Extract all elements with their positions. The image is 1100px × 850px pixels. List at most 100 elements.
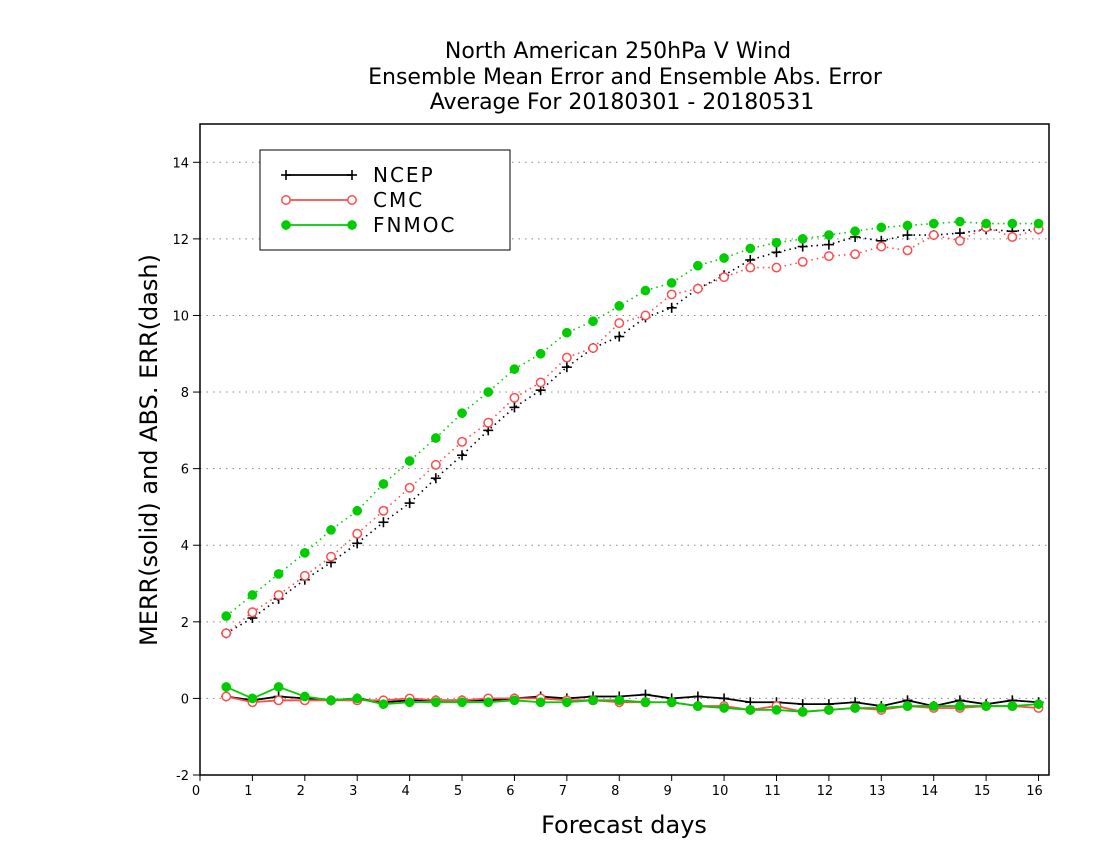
fnmoc-abs-error-point — [535, 348, 546, 359]
x-tick-label: 7 — [559, 784, 567, 799]
fnmoc-abs-error-point — [824, 230, 834, 240]
fnmoc-abs-error-point — [797, 234, 808, 244]
fnmoc-abs-error-point — [955, 216, 965, 227]
ncep-abs-error-point — [666, 302, 677, 313]
fnmoc-abs-error-point — [719, 253, 729, 263]
legend-marker — [347, 170, 357, 180]
fnmoc-mean-error-point — [509, 695, 520, 706]
x-tick-label: 11 — [764, 784, 781, 799]
cmc-abs-error-point — [404, 482, 415, 493]
cmc-abs-error-point — [797, 256, 808, 267]
fnmoc-abs-error-point — [876, 222, 887, 233]
fnmoc-mean-error-point — [902, 701, 913, 711]
fnmoc-mean-error-point — [352, 693, 363, 704]
fnmoc-mean-error-point — [247, 693, 258, 704]
cmc-abs-error-point — [299, 570, 310, 581]
cmc-abs-error-point — [876, 241, 887, 252]
cmc-mean-error-point — [273, 695, 284, 706]
fnmoc-mean-error-point — [404, 697, 415, 708]
fnmoc-abs-error-point — [850, 226, 860, 237]
fnmoc-abs-error-point — [640, 285, 651, 296]
cmc-abs-error-point — [719, 272, 730, 283]
fnmoc-mean-error-point — [299, 691, 310, 702]
ncep-abs-error-point — [430, 473, 441, 484]
cmc-abs-error-point — [326, 551, 336, 562]
legend-item-fnmoc: FNMOC — [281, 213, 454, 237]
fnmoc-mean-error-point — [614, 695, 625, 706]
fnmoc-abs-error-point — [902, 220, 913, 231]
y-tick-label: 4 — [181, 539, 189, 554]
title-line-3: Average For 20180301 - 20180531 — [430, 90, 815, 115]
x-tick-label: 16 — [1026, 784, 1043, 799]
x-tick-label: 3 — [349, 784, 357, 799]
fnmoc-mean-error-point — [955, 701, 965, 711]
fnmoc-abs-error-point — [326, 525, 336, 535]
fnmoc-abs-error-point — [457, 408, 467, 418]
fnmoc-mean-error-point — [430, 697, 441, 708]
legend-item-cmc: CMC — [281, 188, 422, 212]
series-layer — [221, 216, 1044, 717]
legend-marker — [347, 195, 357, 205]
cmc-abs-error-point — [509, 392, 520, 403]
series-cmc — [221, 222, 1044, 717]
fnmoc-abs-error-point — [693, 260, 703, 271]
cmc-abs-error-point — [692, 283, 703, 294]
ncep-abs-error-point — [404, 498, 415, 509]
fnmoc-mean-error-point — [797, 706, 808, 717]
y-tick-label: 0 — [181, 692, 189, 707]
x-tick-label: 13 — [869, 784, 886, 799]
x-tick-label: 14 — [921, 784, 938, 799]
cmc-abs-error-point — [771, 262, 782, 273]
ncep-abs-error-point — [771, 247, 782, 258]
fnmoc-mean-error-point — [693, 701, 703, 711]
cmc-abs-error-point — [247, 607, 258, 618]
title-line-2: Ensemble Mean Error and Ensemble Abs. Er… — [368, 65, 883, 90]
fnmoc-mean-error-point — [719, 703, 729, 713]
fnmoc-mean-error-point — [850, 703, 860, 713]
cmc-abs-error-point — [954, 235, 965, 246]
x-tick-label: 8 — [611, 784, 619, 799]
fnmoc-mean-error-point — [273, 682, 284, 692]
fnmoc-mean-error-point — [824, 705, 834, 715]
x-tick-label: 15 — [974, 784, 991, 799]
fnmoc-abs-error-point — [430, 433, 441, 443]
x-tick-label: 4 — [401, 784, 409, 799]
legend-marker — [281, 195, 291, 205]
ncep-abs-error-point — [378, 517, 389, 528]
cmc-abs-error-point — [850, 249, 861, 260]
fnmoc-mean-error-point — [457, 697, 467, 708]
fnmoc-mean-error-line — [225, 685, 1039, 713]
fnmoc-mean-error-point — [640, 697, 651, 708]
y-tick-label: -2 — [176, 769, 189, 784]
y-tick-label: 14 — [172, 156, 189, 171]
legend-item-ncep: NCEP — [281, 163, 433, 187]
series-ncep — [221, 224, 1044, 712]
fnmoc-abs-error-point — [928, 218, 939, 229]
fnmoc-mean-error-point — [928, 701, 939, 711]
fnmoc-abs-error-point — [247, 590, 258, 600]
title-line-1: North American 250hPa V Wind — [445, 39, 791, 64]
fnmoc-abs-error-point — [614, 301, 625, 311]
ncep-abs-error-point — [902, 230, 913, 241]
fnmoc-abs-error-point — [404, 456, 415, 466]
fnmoc-abs-error-point — [509, 364, 520, 374]
fnmoc-mean-error-point — [666, 697, 677, 708]
cmc-abs-error-point — [902, 245, 913, 256]
grid — [200, 161, 1049, 776]
fnmoc-mean-error-point — [981, 701, 991, 711]
x-tick-label: 1 — [244, 784, 252, 799]
fnmoc-abs-error-point — [1033, 218, 1044, 229]
cmc-abs-error-line — [225, 226, 1039, 634]
x-tick-label: 2 — [297, 784, 305, 799]
cmc-abs-error-point — [273, 590, 284, 600]
fnmoc-mean-error-point — [745, 705, 756, 715]
ncep-abs-error-point — [614, 331, 625, 342]
x-tick-label: 10 — [712, 784, 729, 799]
cmc-abs-error-point — [457, 436, 467, 447]
fnmoc-mean-error-point — [1007, 701, 1018, 711]
cmc-abs-error-point — [221, 628, 232, 639]
fnmoc-mean-error-point — [562, 697, 572, 708]
fnmoc-mean-error-point — [771, 705, 782, 715]
